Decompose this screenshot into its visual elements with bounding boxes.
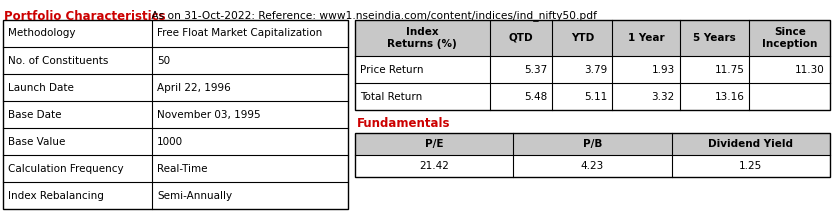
Text: 1000: 1000 bbox=[157, 136, 183, 146]
Text: QTD: QTD bbox=[509, 33, 533, 43]
Text: Dividend Yield: Dividend Yield bbox=[708, 139, 793, 149]
Text: Semi-Annually: Semi-Annually bbox=[157, 191, 232, 201]
Text: YTD: YTD bbox=[571, 33, 594, 43]
Text: 5.48: 5.48 bbox=[524, 92, 547, 102]
Text: Methodology: Methodology bbox=[8, 29, 76, 39]
Text: P/E: P/E bbox=[425, 139, 443, 149]
Text: 1 Year: 1 Year bbox=[628, 33, 665, 43]
Text: Calculation Frequency: Calculation Frequency bbox=[8, 164, 123, 174]
Text: Real-Time: Real-Time bbox=[157, 164, 207, 174]
Text: 5 Years: 5 Years bbox=[693, 33, 736, 43]
Text: Fundamentals: Fundamentals bbox=[357, 117, 451, 130]
Text: 50: 50 bbox=[157, 56, 170, 65]
Text: Free Float Market Capitalization: Free Float Market Capitalization bbox=[157, 29, 322, 39]
Text: April 22, 1996: April 22, 1996 bbox=[157, 82, 231, 92]
Text: November 03, 1995: November 03, 1995 bbox=[157, 109, 261, 119]
Text: Total Return: Total Return bbox=[360, 92, 422, 102]
Text: 3.79: 3.79 bbox=[584, 65, 607, 75]
Text: 11.30: 11.30 bbox=[796, 65, 825, 75]
Text: 5.37: 5.37 bbox=[524, 65, 547, 75]
Text: Index Rebalancing: Index Rebalancing bbox=[8, 191, 104, 201]
Text: 11.75: 11.75 bbox=[715, 65, 745, 75]
Text: 4.23: 4.23 bbox=[581, 161, 604, 171]
Text: 1.93: 1.93 bbox=[651, 65, 675, 75]
Text: 1.25: 1.25 bbox=[739, 161, 762, 171]
Text: 21.42: 21.42 bbox=[419, 161, 449, 171]
Text: Since
Inception: Since Inception bbox=[762, 27, 817, 49]
Text: Base Value: Base Value bbox=[8, 136, 65, 146]
Text: Index
Returns (%): Index Returns (%) bbox=[387, 27, 457, 49]
Text: Base Date: Base Date bbox=[8, 109, 62, 119]
Bar bbox=[355, 20, 830, 110]
Bar bbox=[355, 133, 830, 177]
Text: 5.11: 5.11 bbox=[584, 92, 607, 102]
Text: 3.32: 3.32 bbox=[651, 92, 675, 102]
Text: 13.16: 13.16 bbox=[715, 92, 745, 102]
Bar bbox=[355, 133, 830, 155]
Text: No. of Constituents: No. of Constituents bbox=[8, 56, 108, 65]
Text: P/B: P/B bbox=[583, 139, 602, 149]
Bar bbox=[3, 20, 348, 209]
Text: Launch Date: Launch Date bbox=[8, 82, 74, 92]
Bar bbox=[355, 20, 830, 56]
Text: Portfolio Characteristics: Portfolio Characteristics bbox=[4, 10, 166, 23]
Text: Price Return: Price Return bbox=[360, 65, 423, 75]
Text: As on 31-Oct-2022: Reference: www1.nseindia.com/content/indices/ind_nifty50.pdf: As on 31-Oct-2022: Reference: www1.nsein… bbox=[148, 10, 597, 21]
